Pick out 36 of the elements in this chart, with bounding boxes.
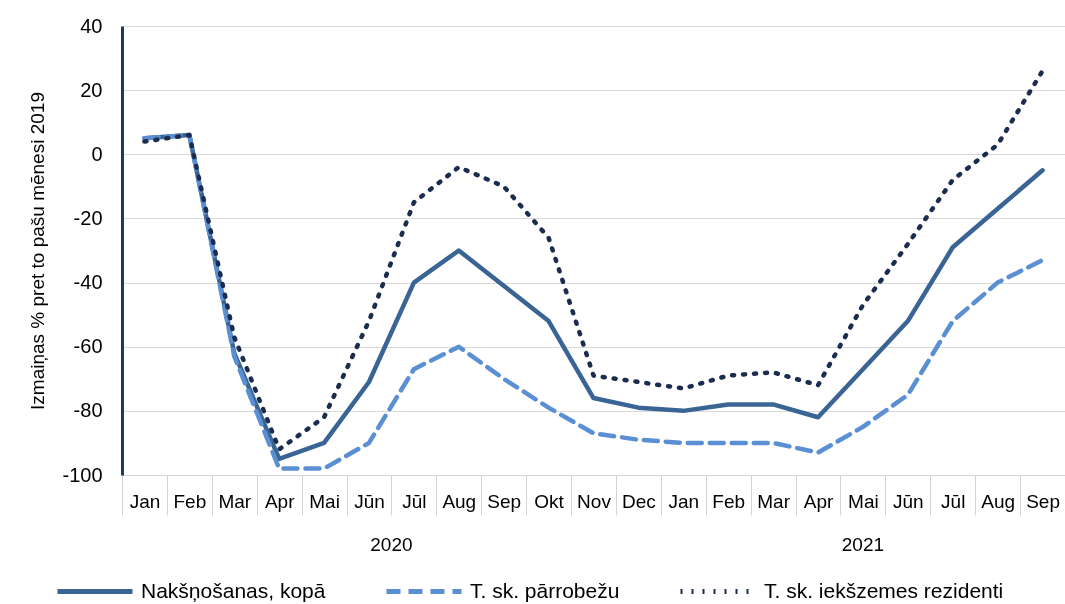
x-tick-label: Jan [668,490,700,512]
y-tick-label: 40 [80,14,103,37]
x-tick-label: Jūl [402,490,427,512]
x-tick-label: Jūn [893,490,924,512]
x-tick-label: Aug [981,490,1016,512]
x-tick-label: Mar [218,490,252,512]
y-tick-label: -40 [73,271,103,294]
text: 2020 [370,534,413,555]
y-tick-label: 0 [91,142,103,165]
x-tick-label: Nov [577,490,612,512]
y-axis-title: Izmaiņas % pret to pašu mēnesi 2019 [27,92,49,410]
y-tick-label: -60 [73,335,103,358]
x-tick-label: Jūn [354,490,385,512]
legend-label: T. sk. pārrobežu [470,578,620,602]
y-tick-label: -80 [73,399,103,422]
legend-label: T. sk. iekšzemes rezidenti [764,578,1004,602]
x-tick-label: Apr [264,490,296,512]
y-tick-label: -100 [62,463,103,486]
x-tick-label: Mai [309,490,340,512]
x-tick-label: Feb [712,490,746,512]
x-tick-label: Mai [848,490,879,512]
x-tick-label: Feb [173,490,207,512]
x-tick-label: Okt [534,490,565,512]
x-tick-label: Mar [757,490,791,512]
text: 2021 [841,534,885,555]
x-tick-label: Sep [1026,490,1060,512]
x-tick-label: Sep [487,490,522,512]
x-tick-label: Dec [622,490,656,512]
x-tick-label: Jūl [941,490,966,512]
x-tick-label: Jan [129,490,161,512]
x-tick-label: Aug [442,490,477,512]
x-tick-label: Apr [803,490,834,512]
line-series [142,68,1045,452]
legend-label: Nakšņošanas, kopā [141,578,326,602]
y-tick-label: 20 [80,78,103,101]
y-tick-label: -20 [73,206,103,229]
